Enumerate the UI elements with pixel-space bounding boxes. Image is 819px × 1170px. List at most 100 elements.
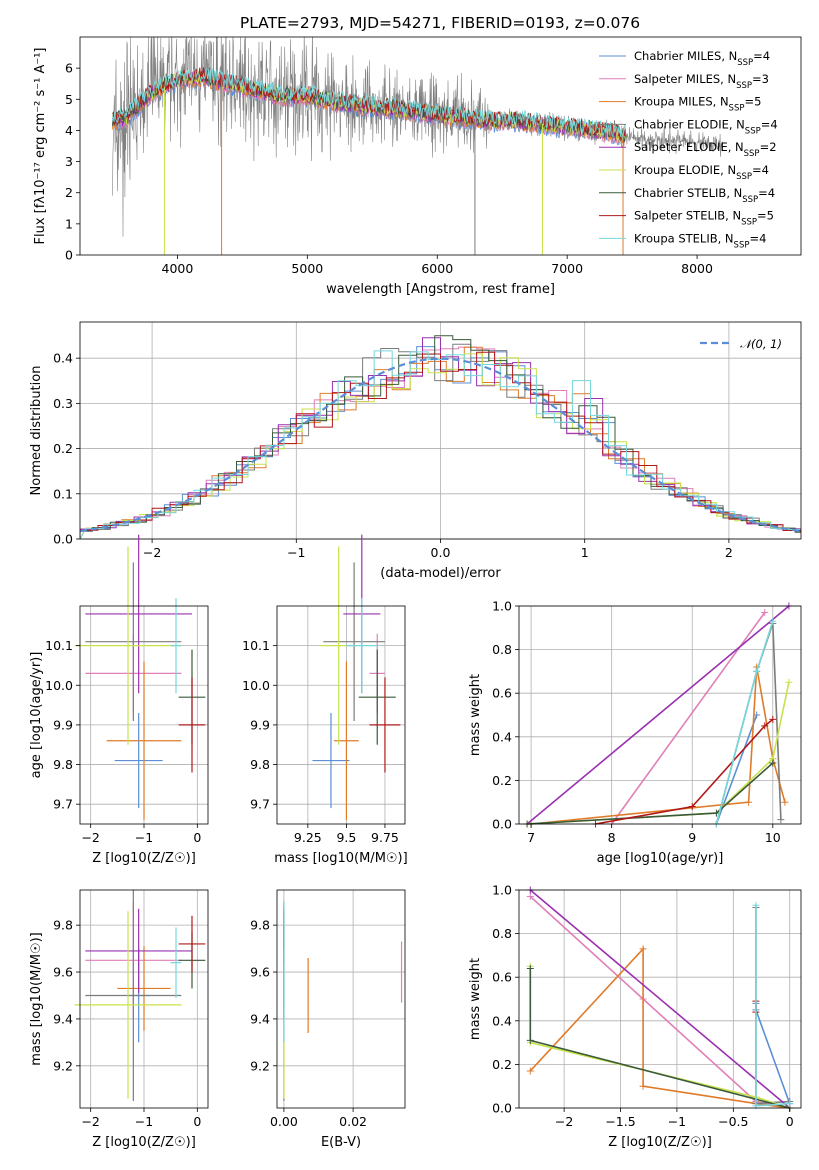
mass-vs-metallicity-panel: −2 −1 0 9.2 9.4 9.6 9.8 Z [log10(Z/Z☉)] mass [lo… [29,889,209,1150]
weight-point-marker [781,798,789,806]
weight-point-marker [526,1067,534,1075]
legend-label: Salpeter ELODIE, NSSP=2 [634,140,777,159]
legend-count: =4 [761,117,778,131]
legend-subscript: SSP [744,149,760,159]
x-axis-label: wavelength [Angstrom, rest frame] [326,282,555,297]
axes-frame [276,605,406,825]
weight-series-line [529,966,790,1109]
x-tick-label: −1 [668,1114,686,1129]
y-tick-label: 9.8 [250,918,270,933]
y-tick-label: 9.8 [53,757,73,772]
x-axis-label: Z [log10(Z/Z☉)] [92,1135,196,1150]
y-tick-label: 1.0 [492,599,512,614]
legend-label: Kroupa ELODIE, NSSP=4 [634,163,769,182]
y-axis-label: Flux [fλ10⁻¹⁷ erg cm⁻² s⁻¹ A⁻¹] [33,48,48,245]
legend-subscript: SSP [745,126,761,136]
x-tick-label: 9.5 [336,830,356,845]
weight-series-line [529,889,791,1109]
axes-frame [518,889,802,1109]
weight-series-line [527,682,790,825]
y-tick-label: 0.6 [492,686,512,701]
histogram-step [80,350,801,539]
x-tick-label: 9 [688,830,696,845]
y-tick-label: 9.4 [250,1011,270,1026]
legend-count: =3 [752,72,769,86]
weight-point-marker [785,678,793,686]
x-axis-label: E(B-V) [321,1135,361,1150]
y-tick-label: 1.0 [492,883,512,898]
y-tick-label: 9.6 [250,965,270,980]
x-tick-label: 9.25 [294,830,322,845]
weight-point-marker [745,798,753,806]
y-tick-label: 9.7 [250,797,270,812]
histogram-step [80,351,801,539]
legend-count: =2 [760,140,777,154]
weight-point-marker [761,609,769,617]
legend-label: 𝒩(0, 1) [740,337,782,351]
axes-frame [79,36,802,256]
x-tick-label: 5000 [291,261,323,276]
y-axis-label: mass [log10(M/M☉)] [29,932,44,1065]
weight-series-line [755,905,790,1107]
legend-label: Chabrier STELIB, NSSP=4 [634,186,775,205]
age-vs-mass-panel: 9.25 9.5 9.75 9.7 9.8 9.9 10.0 10.1 mass [log10(… [242,534,408,866]
observed-spectrum-line [112,37,724,237]
x-tick-label: −1 [135,830,153,845]
weight-series-line [529,968,790,1109]
weight-series-line [755,907,790,1105]
weight-point-marker [769,759,777,767]
legend-subscript: SSP [736,172,752,182]
y-tick-label: 4 [65,123,73,138]
weight-point-marker [526,1036,534,1044]
y-tick-label: 0.1 [53,486,73,501]
legend-count: =5 [757,209,774,223]
y-tick-label: 0.2 [492,1057,512,1072]
legend-label: Salpeter MILES, NSSP=3 [634,72,769,91]
x-tick-label: 7 [527,830,535,845]
weight-point-marker [753,667,761,675]
weight-point-marker [761,722,769,730]
y-tick-label: 0.0 [492,817,512,832]
legend-count: =4 [753,49,770,63]
y-tick-label: 0.6 [492,970,512,985]
y-tick-label: 9.8 [250,757,270,772]
y-axis-label: mass weight [468,958,483,1040]
weight-point-marker [639,1082,647,1090]
histogram-step [80,346,801,539]
legend-count: =5 [744,95,761,109]
x-tick-label: −2 [143,545,161,560]
x-tick-label: 0 [193,1114,201,1129]
y-tick-label: 0.4 [492,1013,512,1028]
x-tick-label: 1 [581,545,589,560]
x-tick-label: 0.02 [339,1114,367,1129]
x-tick-label: 0 [193,830,201,845]
weight-series-line [529,946,790,1109]
x-tick-label: −2 [81,830,99,845]
y-tick-label: 0.0 [53,532,73,547]
y-tick-label: 10.0 [45,678,73,693]
y-tick-label: 6 [65,61,73,76]
x-axis-label: Z [log10(Z/Z☉)] [92,851,196,866]
y-tick-label: 9.7 [53,797,73,812]
weight-point-marker [777,816,785,824]
model-spectrum-line [112,70,626,144]
legend-count: =4 [758,186,775,200]
weight-point-marker [769,715,777,723]
weight-point-marker [526,964,534,972]
y-tick-label: 9.8 [53,918,73,933]
y-tick-label: 0.4 [53,351,73,366]
legend-label: Salpeter STELIB, NSSP=5 [634,209,774,228]
figure-title: PLATE=2793, MJD=54271, FIBERID=0193, z=0… [240,14,640,32]
y-axis-label: age [log10(age/yr)] [29,652,44,779]
x-tick-label: 4000 [162,261,194,276]
x-tick-label: −1 [135,1114,153,1129]
weight-vs-age-panel: 7 8 9 10 0.0 0.2 0.4 0.6 0.8 1.0 age [log10(age/yr… [468,599,802,866]
y-tick-label: 9.4 [53,1011,73,1026]
y-tick-label: 5 [65,92,73,107]
y-tick-label: 9.9 [53,717,73,732]
legend-label: Kroupa MILES, NSSP=5 [634,95,761,114]
y-tick-label: 0.8 [492,926,512,941]
y-tick-label: 1 [65,216,73,231]
x-tick-label: 7000 [551,261,583,276]
